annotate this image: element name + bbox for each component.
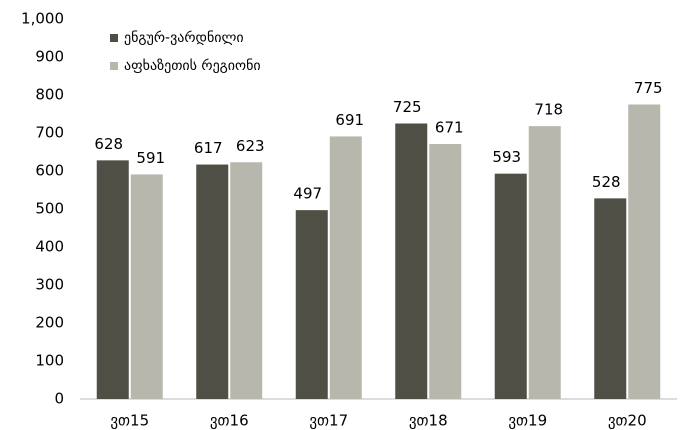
y-tick-label: 900 bbox=[35, 48, 64, 66]
y-tick-label: 600 bbox=[35, 162, 64, 180]
x-tick-label: ვთ18 bbox=[409, 412, 448, 430]
y-tick-label: 800 bbox=[35, 86, 64, 104]
value-label: 617 bbox=[194, 139, 223, 157]
value-label: 497 bbox=[293, 185, 322, 203]
bar bbox=[329, 136, 362, 400]
value-label: 628 bbox=[94, 135, 123, 153]
value-label: 593 bbox=[492, 148, 521, 166]
bar bbox=[528, 126, 561, 399]
bar bbox=[295, 210, 328, 399]
bar bbox=[429, 144, 462, 399]
value-label: 528 bbox=[592, 173, 621, 191]
value-label: 775 bbox=[634, 79, 663, 97]
y-tick-label: 700 bbox=[35, 124, 64, 142]
y-tick-label: 100 bbox=[35, 352, 64, 370]
legend-swatch bbox=[110, 62, 118, 70]
bar bbox=[594, 198, 627, 399]
bar bbox=[395, 123, 428, 399]
x-tick-label: ვთ16 bbox=[210, 412, 249, 430]
legend-label: ენგურ-ვარდნილი bbox=[124, 29, 244, 46]
value-label: 725 bbox=[393, 98, 422, 116]
y-tick-label: 0 bbox=[54, 390, 64, 408]
y-tick-label: 1,000 bbox=[21, 10, 64, 28]
value-label: 671 bbox=[435, 119, 464, 137]
y-tick-label: 200 bbox=[35, 314, 64, 332]
bar bbox=[494, 173, 527, 399]
y-tick-label: 500 bbox=[35, 200, 64, 218]
y-tick-label: 400 bbox=[35, 238, 64, 256]
bar bbox=[196, 164, 229, 399]
bar bbox=[130, 174, 163, 399]
value-label: 623 bbox=[236, 137, 265, 155]
x-tick-label: ვთ17 bbox=[309, 412, 348, 430]
legend-label: აფხაზეთის რეგიონი bbox=[124, 57, 261, 74]
bar bbox=[230, 162, 263, 399]
value-label: 718 bbox=[534, 101, 563, 119]
value-label: 591 bbox=[136, 149, 165, 167]
y-tick-label: 300 bbox=[35, 276, 64, 294]
bar bbox=[96, 160, 129, 399]
x-tick-label: ვთ20 bbox=[608, 412, 647, 430]
x-tick-label: ვთ19 bbox=[508, 412, 547, 430]
legend-swatch bbox=[110, 34, 118, 42]
bar bbox=[628, 104, 661, 399]
value-label: 691 bbox=[335, 111, 364, 129]
x-tick-label: ვთ15 bbox=[110, 412, 149, 430]
